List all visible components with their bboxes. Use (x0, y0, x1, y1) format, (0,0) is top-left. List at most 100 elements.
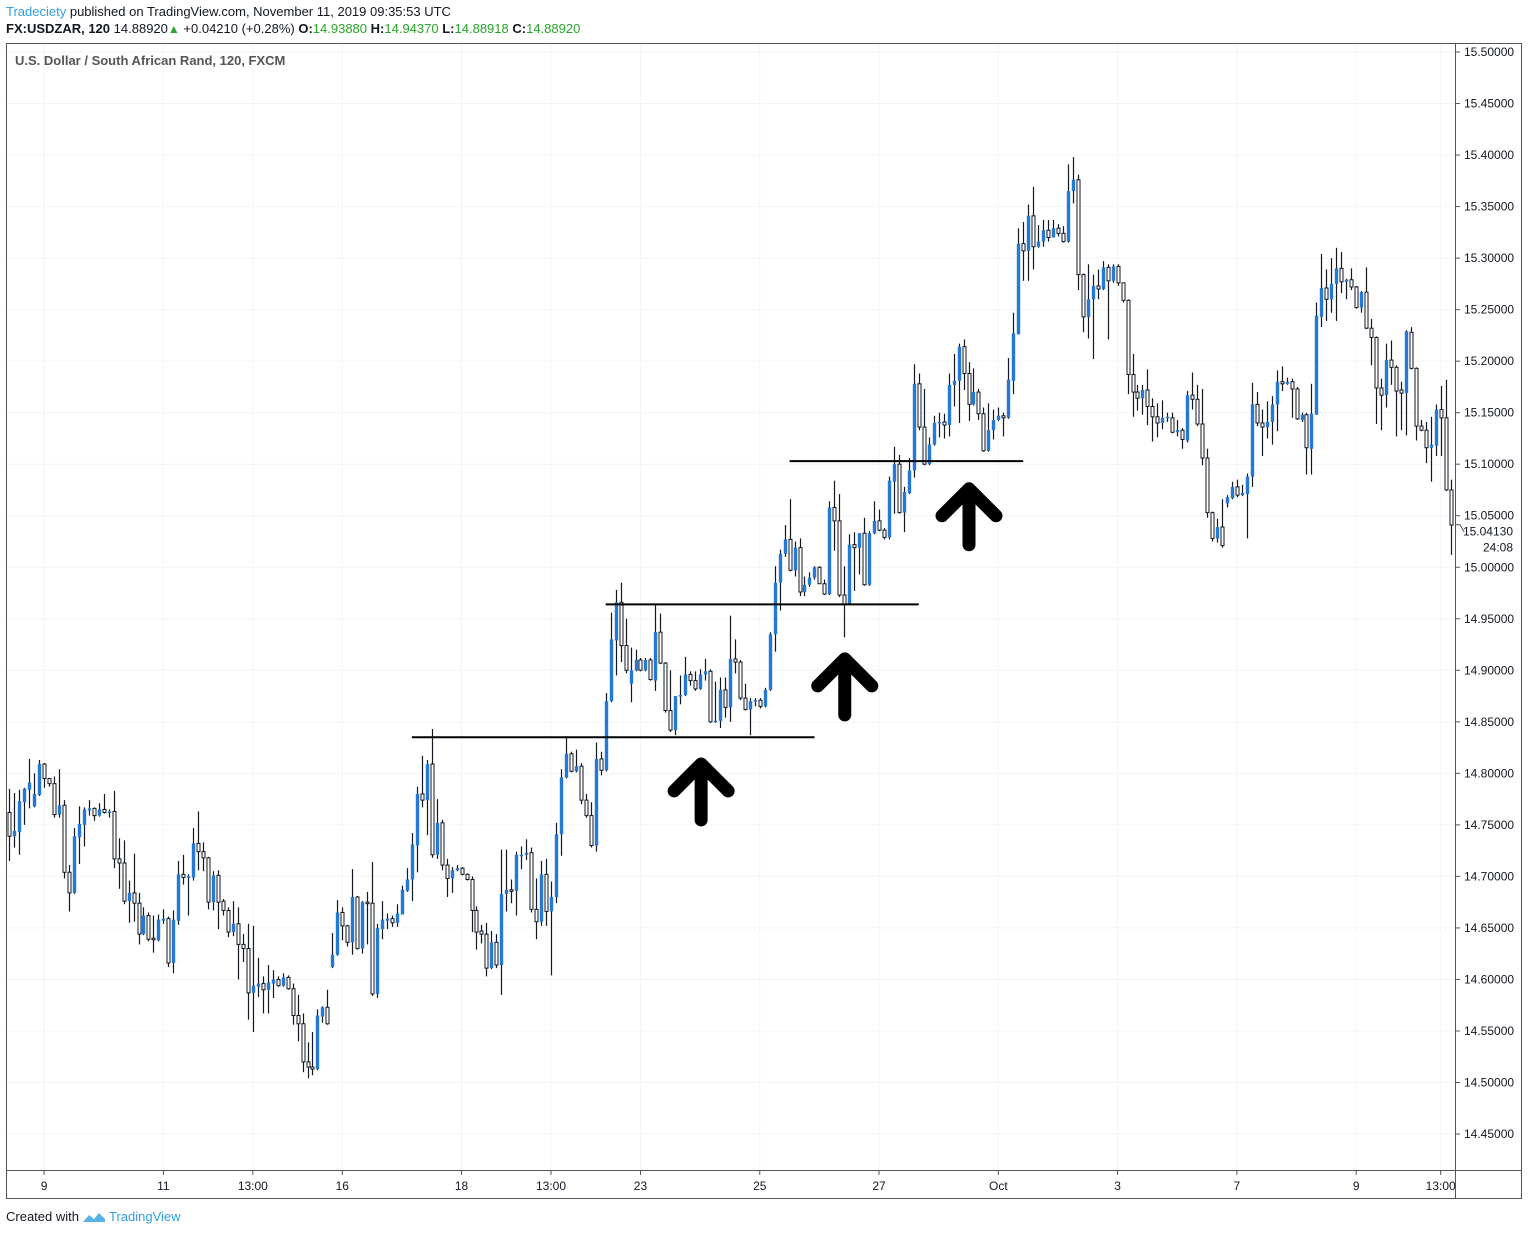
candle-down (206, 856, 211, 910)
candle-up (778, 549, 783, 611)
change-value: +0.04210 (+0.28%) (183, 21, 295, 36)
candle-down (529, 847, 534, 913)
candle-up (768, 632, 773, 691)
candle-down (345, 924, 350, 947)
candle-up (251, 925, 256, 1033)
candle-body (842, 594, 847, 605)
candle-down (1444, 379, 1449, 491)
candle-down (365, 891, 370, 945)
candle-down (733, 639, 738, 674)
price-tick-label: 15.40000 (1464, 148, 1514, 162)
candle-down (743, 683, 748, 711)
candle-up (191, 827, 196, 881)
candle-up (17, 789, 22, 855)
candle-down (1155, 403, 1160, 438)
candle-down (102, 793, 107, 814)
candle-up (539, 860, 544, 926)
candle-body (1205, 457, 1210, 514)
candle-body (1444, 417, 1449, 491)
candle-body (668, 709, 673, 731)
candle-up (87, 800, 92, 816)
candle-body (1101, 267, 1106, 290)
candle-down (648, 657, 653, 681)
up-arrow-icon (667, 757, 735, 827)
candle-body (827, 507, 832, 595)
candle-body (271, 979, 276, 984)
candle-body (484, 933, 489, 969)
candle-down (1061, 226, 1066, 243)
price-tick-label: 14.60000 (1464, 972, 1514, 986)
candle-body (614, 602, 619, 641)
candle-body (728, 658, 733, 708)
candle-body (1021, 243, 1026, 252)
candle-body (1300, 414, 1305, 420)
price-tick-label: 14.55000 (1464, 1024, 1514, 1038)
up-arrow-icon (811, 652, 879, 722)
candle-down (479, 924, 484, 944)
candle-body (1260, 422, 1265, 428)
last-price-label: 15.04130 24:08 (1455, 524, 1513, 555)
candle-body (1434, 409, 1439, 446)
price-axis[interactable]: 15.50000 15.45000 15.40000 15.35000 15.30000… (1455, 45, 1514, 1141)
time-axis[interactable]: 9 11 13:00 16 18 13:00 23 25 27 Oct 3 7 9 13:00 (41, 1170, 1456, 1193)
candle-up (82, 807, 87, 847)
price-tick-label: 15.25000 (1464, 303, 1514, 317)
candle-up (380, 901, 385, 940)
candle-down (236, 907, 241, 980)
candle-up (141, 907, 146, 936)
candle-up (1036, 225, 1041, 248)
candle-up (499, 849, 504, 995)
candle-down (494, 934, 499, 969)
candle-down (246, 923, 251, 1020)
candle-up (1185, 391, 1190, 443)
time-tick-label: 9 (41, 1179, 48, 1193)
candle-body (648, 659, 653, 681)
candle-body (877, 520, 882, 531)
candle-body (579, 765, 584, 801)
candle-down (1255, 392, 1260, 427)
candle-down (1449, 479, 1454, 555)
time-tick-label: 7 (1234, 1179, 1241, 1193)
tradingview-link[interactable]: TradingView (108, 1209, 181, 1224)
candle-body (991, 419, 996, 431)
candle-body (1379, 387, 1384, 396)
candle-up (1230, 481, 1235, 500)
candle-body (504, 889, 509, 894)
candle-body (92, 807, 97, 817)
candle-body (479, 930, 484, 935)
candle-body (1394, 366, 1399, 392)
candle-body (52, 783, 57, 816)
author-link[interactable]: Tradeciety (6, 4, 67, 19)
chart-title: U.S. Dollar / South African Rand, 120, F… (15, 53, 285, 68)
candle-body (161, 918, 166, 921)
candle-body (976, 391, 981, 415)
candle-body (812, 567, 817, 578)
candle-down (1260, 409, 1265, 456)
candle-body (932, 422, 937, 445)
candle-body (798, 547, 803, 593)
time-tick-label: 25 (753, 1179, 767, 1193)
candle-body (1190, 394, 1195, 400)
candle-body (1026, 215, 1031, 251)
candle-body (514, 854, 519, 891)
candle-up (952, 353, 957, 407)
candle-body (524, 852, 529, 855)
candle-down (663, 662, 668, 713)
candle-up (350, 869, 355, 955)
candle-down (1031, 186, 1036, 270)
candle-body (793, 547, 798, 571)
candle-body (1290, 381, 1295, 390)
candle-down (967, 362, 972, 421)
candle-down (201, 842, 206, 872)
candle-body (1324, 287, 1329, 300)
candle-up (673, 696, 678, 736)
candle-down (1131, 353, 1136, 417)
candle-body (489, 942, 494, 969)
candle-up (335, 900, 340, 956)
candle-body (539, 874, 544, 922)
candle-down (1150, 398, 1155, 442)
candle-body (768, 634, 773, 690)
candle-body (718, 689, 723, 721)
candle-down (1001, 412, 1006, 437)
